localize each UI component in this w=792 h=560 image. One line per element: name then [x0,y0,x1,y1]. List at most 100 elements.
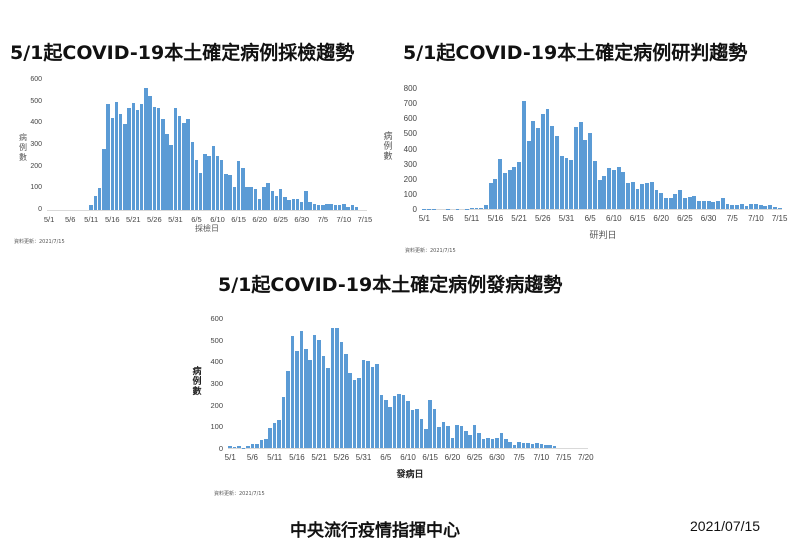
bar [526,140,531,209]
x-tick-label: 7/15 [555,453,572,462]
bar [339,341,344,448]
bar [93,195,98,210]
bar [521,442,526,448]
x-tick-label: 6/15 [231,215,246,224]
bar [616,166,621,209]
bar [348,373,353,448]
x-tick-label: 6/5 [191,215,202,224]
bar [343,353,348,448]
bar [488,182,493,209]
bar [89,204,93,210]
bar [720,198,725,209]
chart2-source-note: 資料更新：2021/7/15 [405,248,456,254]
bar [486,437,490,448]
bar [304,190,308,210]
bar [272,423,277,448]
chart3-onset-trend: 病例數 發病日 資料更新：2021/7/15 0 100 200 300 400 500 6… [190,305,610,505]
bar [224,174,228,210]
bar [512,445,517,448]
chart3-title: 5/1起COVID-19本土確定病例發病趨勢 [218,274,563,296]
chart3-plot-area [228,319,588,449]
bar [777,207,782,209]
x-tick-label: 7/10 [748,214,764,223]
bar [463,431,468,448]
bar [228,175,232,210]
bar [498,159,503,209]
bar [682,197,687,209]
x-tick-label: 6/30 [294,215,310,224]
bar [484,205,488,209]
chart1-source-note: 資料更新：2021/7/15 [14,239,65,245]
y-tick-label: 0 [38,206,42,213]
y-tick-label: 300 [30,141,42,148]
bar [432,409,437,448]
bar [419,418,424,448]
bar [203,153,207,210]
chart2-diagnosis-trend: 病例數 研判日 資料更新：2021/7/15 0 100 200 300 400 500 6… [383,80,792,260]
bar [754,204,758,209]
bar [237,446,241,448]
bar [114,101,119,210]
y-tick-label: 0 [412,205,417,214]
bar [763,205,768,209]
bar [263,439,268,448]
bar [177,115,182,210]
y-tick-label: 200 [30,162,42,170]
chart2-y-axis-label: 病例數 [383,132,393,162]
bar [281,397,286,448]
bar [635,189,640,209]
x-tick-label: 5/1 [43,215,55,224]
x-tick-label: 5/11 [267,453,283,462]
bar [97,188,102,210]
bar [725,203,730,209]
bar [697,200,702,209]
bar [370,366,375,448]
bar [321,355,326,448]
bar [308,360,313,448]
bar [479,207,484,209]
x-tick-label: 6/10 [400,453,416,462]
x-tick-label: 5/6 [442,214,454,223]
bar [255,443,259,448]
bar [342,203,346,210]
bar [270,190,274,210]
bar [350,205,354,210]
bar [321,204,325,210]
bar [552,445,557,448]
bar [312,203,317,210]
bar [588,133,593,209]
bar [266,182,270,210]
y-tick-label: 400 [30,119,42,127]
bar [739,203,744,209]
bar [583,140,588,209]
y-tick-label: 600 [210,314,223,323]
x-tick-label: 5/31 [355,453,372,462]
bar [535,442,539,448]
y-tick-label: 500 [403,129,417,139]
bar [308,202,312,210]
bar [295,350,299,448]
bar [550,125,555,209]
y-tick-label: 400 [210,357,223,367]
x-tick-label: 6/15 [422,453,438,462]
x-tick-label: 6/10 [606,214,622,223]
bar [241,167,245,210]
x-tick-label: 6/25 [466,453,483,462]
y-tick-label: 200 [403,174,417,184]
bar [173,108,178,210]
bar [626,183,630,209]
bar [333,204,338,210]
x-tick-label: 5/31 [558,214,575,223]
bar [706,201,711,209]
bar [392,396,397,448]
x-tick-label: 6/5 [380,453,392,462]
x-tick-label: 5/26 [147,215,162,224]
bar [517,441,521,448]
bar [329,203,333,210]
bar [673,193,678,209]
bar [274,195,279,210]
x-tick-label: 5/26 [333,453,350,462]
y-tick-label: 100 [210,422,223,432]
bar [278,189,283,210]
bar [469,208,474,209]
